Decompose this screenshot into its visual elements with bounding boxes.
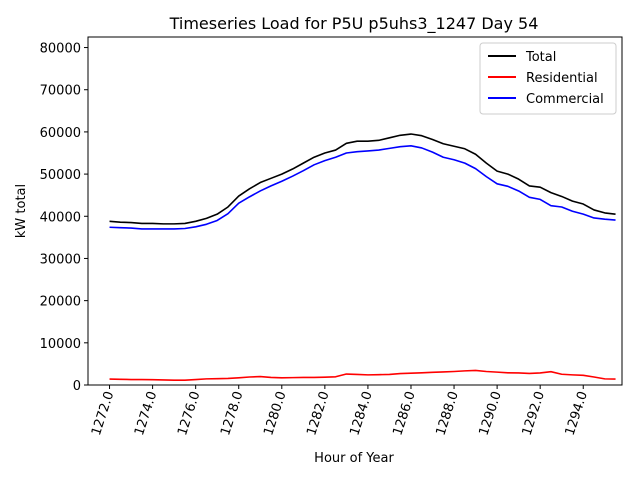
y-tick-label: 50000	[40, 168, 81, 183]
y-tick-label: 40000	[40, 210, 81, 225]
series-line-commercial	[109, 145, 616, 230]
y-tick-label: 10000	[40, 337, 81, 352]
legend-box	[479, 42, 617, 115]
y-tick-label: 30000	[40, 252, 81, 267]
legend-label-total: Total	[525, 50, 556, 65]
legend-label-residential: Residential	[526, 71, 598, 86]
y-axis-label: kW total	[14, 184, 29, 238]
plot-frame	[87, 36, 623, 386]
y-tick-label: 80000	[40, 42, 81, 57]
y-tick-label: 60000	[40, 126, 81, 141]
y-tick-label: 70000	[40, 84, 81, 99]
chart-title: Timeseries Load for P5U p5uhs3_1247 Day …	[169, 14, 539, 34]
y-tick-label: 20000	[40, 295, 81, 310]
legend: Total Residential Commercial	[479, 42, 617, 115]
legend-label-commercial: Commercial	[526, 92, 604, 107]
y-tick-label: 0	[73, 379, 81, 394]
series-line-total	[109, 133, 616, 225]
x-axis-label: Hour of Year	[314, 451, 394, 466]
series-line-residential	[109, 369, 616, 381]
